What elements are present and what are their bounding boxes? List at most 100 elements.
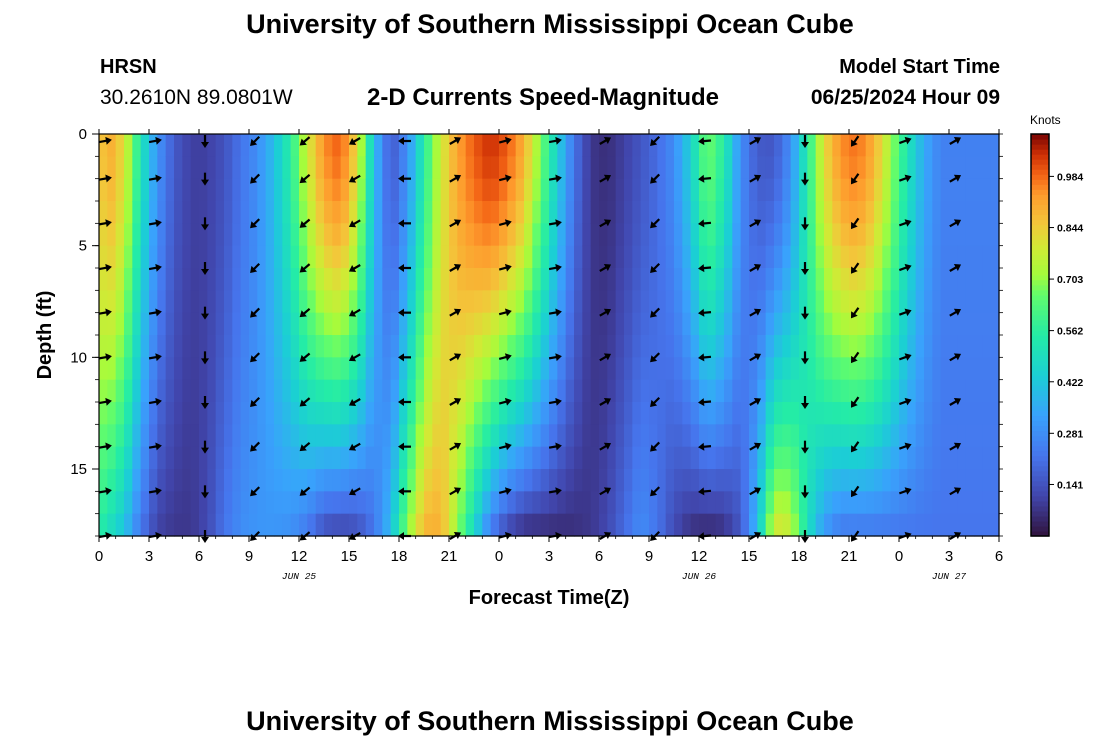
heatmap-cell (565, 357, 575, 381)
heatmap-cell (190, 491, 200, 515)
heatmap-cell (549, 446, 558, 470)
heatmap-cell (399, 201, 408, 224)
heatmap-cell (499, 312, 508, 336)
heatmap-cell (632, 402, 642, 425)
heatmap-cell (515, 491, 525, 515)
heatmap-cell (799, 402, 808, 425)
heatmap-cell (390, 402, 400, 425)
heatmap-cell (674, 513, 683, 537)
heatmap-cell (932, 156, 942, 180)
heatmap-cell (499, 335, 508, 358)
heatmap-cell (257, 178, 267, 202)
heatmap-cell (849, 156, 858, 180)
heatmap-cell (690, 513, 700, 537)
heatmap-cell (349, 290, 358, 314)
heatmap-cell (165, 245, 175, 269)
heatmap-cell (732, 156, 742, 180)
heatmap-cell (765, 312, 775, 336)
heatmap-cell (99, 178, 108, 202)
current-arrow (299, 441, 311, 452)
heatmap-cell (490, 156, 500, 180)
current-arrow (398, 308, 411, 317)
heatmap-cell (224, 469, 233, 492)
heatmap-cell (499, 357, 508, 381)
heatmap-cell (399, 491, 408, 515)
heatmap-cell (965, 469, 975, 492)
colorbar-segment (1031, 380, 1049, 386)
heatmap-cell (532, 201, 542, 224)
heatmap-cell (807, 312, 817, 336)
heatmap-cell (874, 469, 883, 492)
heatmap-cell (432, 379, 442, 403)
heatmap-cell (224, 290, 233, 314)
heatmap-cell (365, 513, 375, 537)
x-axis-title: Forecast Time(Z) (469, 587, 630, 609)
heatmap-cell (374, 469, 383, 492)
heatmap-cell (365, 491, 375, 515)
heatmap-cell (240, 379, 250, 403)
heatmap-cell (915, 245, 925, 269)
heatmap-cell (490, 357, 500, 381)
heatmap-cell (924, 402, 933, 425)
current-arrow (949, 308, 962, 317)
colorbar-segment (1031, 329, 1049, 336)
heatmap-cell (390, 469, 400, 492)
heatmap-cell (707, 268, 717, 291)
heatmap-cell (107, 402, 117, 425)
heatmap-cell (215, 223, 225, 247)
heatmap-cell (840, 268, 850, 291)
heatmap-cell (232, 357, 242, 381)
heatmap-cell (974, 156, 983, 180)
heatmap-cell (682, 178, 692, 202)
current-arrow (898, 263, 912, 272)
heatmap-cell (465, 268, 475, 291)
heatmap-cell (624, 223, 633, 247)
heatmap-cell (774, 513, 783, 537)
current-arrow (548, 353, 562, 362)
heatmap-cell (924, 357, 933, 381)
heatmap-cell (949, 223, 958, 247)
heatmap-cell (474, 201, 483, 224)
heatmap-cell (215, 201, 225, 224)
current-arrow (348, 264, 361, 272)
heatmap-cell (140, 424, 150, 448)
heatmap-cell (765, 156, 775, 180)
heatmap-cell (832, 424, 842, 448)
heatmap-cell (549, 201, 558, 224)
heatmap-cell (640, 446, 650, 470)
current-arrow (250, 441, 261, 452)
heatmap-cell (899, 469, 908, 492)
heatmap-cell (224, 223, 233, 247)
heatmap-cell (990, 312, 1000, 336)
x-tick-label: 12 (691, 548, 708, 565)
heatmap-cell (649, 245, 658, 269)
heatmap-cell (132, 268, 142, 291)
heatmap-cell (715, 312, 725, 336)
heatmap-cell (432, 513, 442, 537)
heatmap-cell (99, 379, 108, 403)
heatmap-cell (532, 312, 542, 336)
heatmap-cell (890, 469, 900, 492)
heatmap-cell (857, 335, 867, 358)
heatmap-cell (432, 268, 442, 291)
heatmap-cell (590, 335, 600, 358)
colorbar-segment (1031, 505, 1049, 512)
heatmap-cell (990, 357, 1000, 381)
heatmap-cell (374, 379, 383, 403)
heatmap-cell (907, 290, 917, 314)
current-arrow (698, 264, 712, 273)
heatmap-cell (874, 245, 883, 269)
current-arrow (348, 398, 361, 406)
heatmap-cell (324, 178, 333, 202)
heatmap-cell (690, 312, 700, 336)
heatmap-cell (965, 312, 975, 336)
heatmap-cell (299, 312, 308, 336)
heatmap-cell (440, 446, 450, 470)
heatmap-cell (699, 491, 708, 515)
heatmap-cell (349, 446, 358, 470)
heatmap-cell (115, 245, 125, 269)
heatmap-cell (957, 335, 967, 358)
heatmap-cell (874, 268, 883, 291)
heatmap-cell (649, 156, 658, 180)
heatmap-cell (632, 156, 642, 180)
